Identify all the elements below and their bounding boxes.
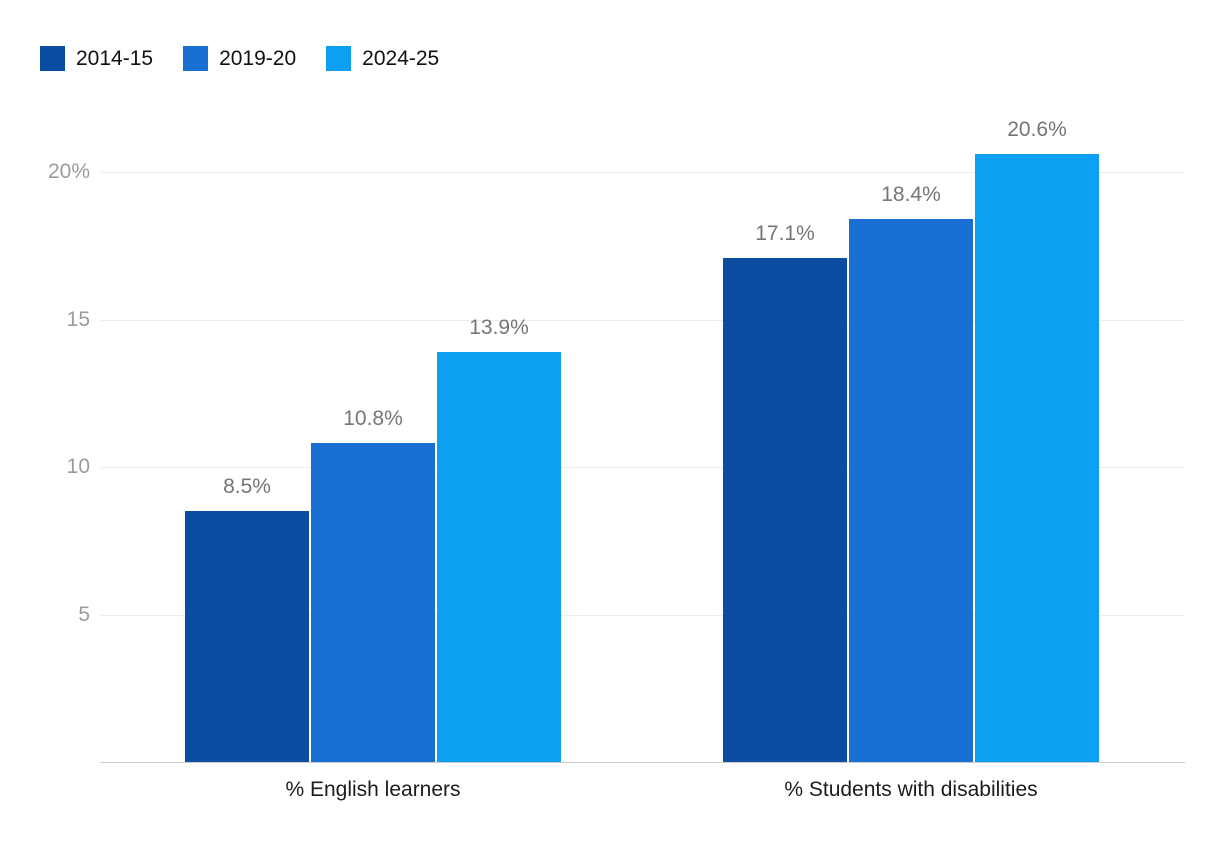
bar-value-label: 17.1% xyxy=(755,221,815,245)
bar-value-label: 20.6% xyxy=(1007,118,1067,142)
bar-value-label: 8.5% xyxy=(223,475,271,499)
legend-label: 2014-15 xyxy=(76,47,154,70)
bar-value-label: 18.4% xyxy=(881,183,941,207)
legend-label: 2024-25 xyxy=(362,47,440,70)
x-axis-category-label: % Students with disabilities xyxy=(784,778,1038,801)
legend-item-2019-20: 2019-20 xyxy=(183,46,296,71)
legend-item-2014-15: 2014-15 xyxy=(40,46,153,71)
legend-label: 2019-20 xyxy=(219,47,297,70)
gridline xyxy=(100,467,1185,468)
y-axis-tick-label: 5 xyxy=(78,602,90,626)
legend-swatch-icon xyxy=(326,46,352,71)
bar-value-label: 10.8% xyxy=(343,407,403,431)
gridline xyxy=(100,172,1185,173)
gridline xyxy=(100,614,1185,616)
x-axis-category-label: % English learners xyxy=(285,778,461,801)
bar-2019-20-% English learners xyxy=(311,443,435,762)
y-axis-tick-label: 15 xyxy=(66,307,90,331)
legend: 2014-15 2019-20 2024-25 xyxy=(40,46,439,71)
bar-2024-25-% English learners xyxy=(437,351,561,762)
y-axis-tick-label: 20% xyxy=(47,160,90,183)
legend-swatch-icon xyxy=(183,46,209,71)
bar-2014-15-% Students with disabilities xyxy=(723,257,847,762)
x-axis-line xyxy=(100,762,1185,763)
bar-value-label: 13.9% xyxy=(469,315,529,339)
legend-swatch-icon xyxy=(40,46,65,71)
bar-2019-20-% Students with disabilities xyxy=(849,219,973,762)
gridline xyxy=(100,319,1185,321)
bar-2024-25-% Students with disabilities xyxy=(975,154,1099,762)
legend-item-2024-25: 2024-25 xyxy=(326,46,439,71)
bar-2014-15-% English learners xyxy=(185,511,309,762)
y-axis-tick-label: 10 xyxy=(66,455,90,478)
